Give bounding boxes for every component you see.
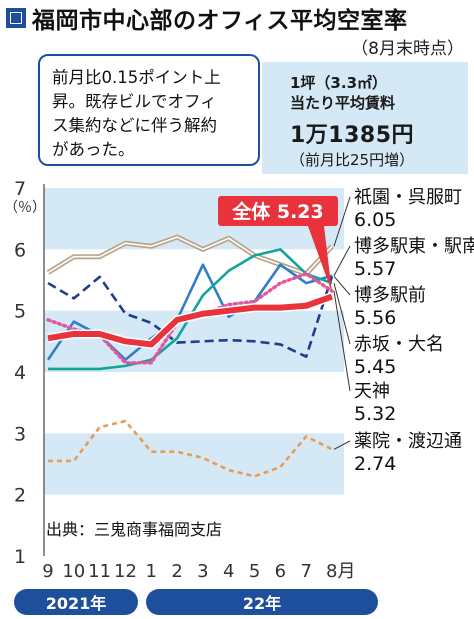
y-tick-label: 3 (14, 423, 26, 445)
rent-info-box: 1坪（3.3㎡） 当たり平均賃料 1万1385円 （前月比25円増） (262, 62, 468, 174)
rent-label-average: 当たり平均賃料 (290, 94, 396, 112)
overall-callout-box (218, 196, 338, 226)
rent-label-area: 1坪（3.3㎡） (290, 74, 388, 92)
as-of-date: （8月末時点） (351, 39, 464, 59)
rent-change: （前月比25円増） (290, 151, 415, 169)
x-tick-label: 7 (300, 561, 311, 582)
y-tick-label: 4 (14, 362, 26, 384)
x-tick-label: 10 (62, 561, 85, 582)
rent-value: 1万1385円 (290, 123, 415, 148)
leader-line-gion (333, 196, 351, 247)
series-label-tenjin: 天神 (354, 381, 390, 402)
overall-callout-pointer (308, 226, 332, 293)
series-line-yakuin (48, 419, 333, 478)
series-value-tenjin: 5.32 (354, 403, 396, 425)
note-box: 前月比0.15ポイント上 昇。既存ビルでオフィ ス集約などに伴う解約 があった。 (38, 54, 260, 166)
x-tick-label: 11 (88, 561, 111, 582)
x-tick-label: 8月 (326, 561, 355, 582)
grid-band (44, 433, 344, 495)
x-tick-label: 9 (42, 561, 53, 582)
source-note: 出典：三鬼商事福岡支店 (46, 520, 223, 539)
series-label-hakata_east: 博多駅東・駅南 (354, 236, 474, 257)
series-line-overall (47, 293, 334, 348)
y-tick-label: 6 (14, 239, 26, 261)
series-label-akasaka: 赤坂・大名 (354, 334, 444, 355)
series-line-hakata_mae (47, 275, 334, 358)
note-line: 昇。既存ビルでオフィ (52, 92, 217, 111)
x-tick-label: 4 (223, 561, 234, 582)
leader-line-akasaka (333, 282, 351, 345)
y-tick-label: 7 (14, 178, 26, 200)
x-tick-label: 2 (171, 561, 182, 582)
title-row: 福岡市中心部のオフィス平均空室率 (6, 4, 408, 34)
page-title: 福岡市中心部のオフィス平均空室率 (32, 8, 408, 34)
square-title-icon (6, 8, 26, 28)
note-line: 前月比0.15ポイント上 (52, 68, 221, 87)
overall-callout-label: 全体 5.23 (231, 200, 324, 223)
y-tick-label: 1 (14, 546, 26, 568)
year-pill-2021: 2021年 (14, 589, 138, 615)
leader-line-tenjin (333, 290, 351, 392)
y-axis-unit: （％） (4, 200, 46, 216)
series-label-gion: 祇園・呉服町 (354, 187, 462, 208)
series-value-akasaka: 5.45 (354, 356, 396, 378)
series-value-yakuin: 2.74 (354, 453, 396, 475)
series-label-yakuin: 薬院・渡辺通 (354, 431, 462, 452)
leader-line-hakata_east (333, 245, 351, 276)
series-label-hakata_mae: 博多駅前 (354, 285, 426, 306)
x-tick-label: 12 (114, 561, 137, 582)
note-line: ス集約などに伴う解約 (52, 116, 217, 135)
x-tick-label: 3 (197, 561, 208, 582)
series-value-gion: 6.05 (354, 209, 396, 231)
leader-line-yakuin (333, 440, 351, 450)
leader-line-hakata_mae (333, 275, 351, 296)
y-tick-label: 5 (14, 301, 26, 323)
series-value-hakata_mae: 5.56 (354, 307, 396, 329)
series-value-hakata_east: 5.57 (354, 258, 396, 280)
year-pill-2022: 22年 (146, 589, 378, 615)
x-tick-label: 1 (146, 561, 157, 582)
y-tick-label: 2 (14, 485, 26, 507)
x-tick-label: 6 (275, 561, 286, 582)
note-line: があった。 (52, 140, 135, 159)
x-tick-label: 5 (249, 561, 260, 582)
